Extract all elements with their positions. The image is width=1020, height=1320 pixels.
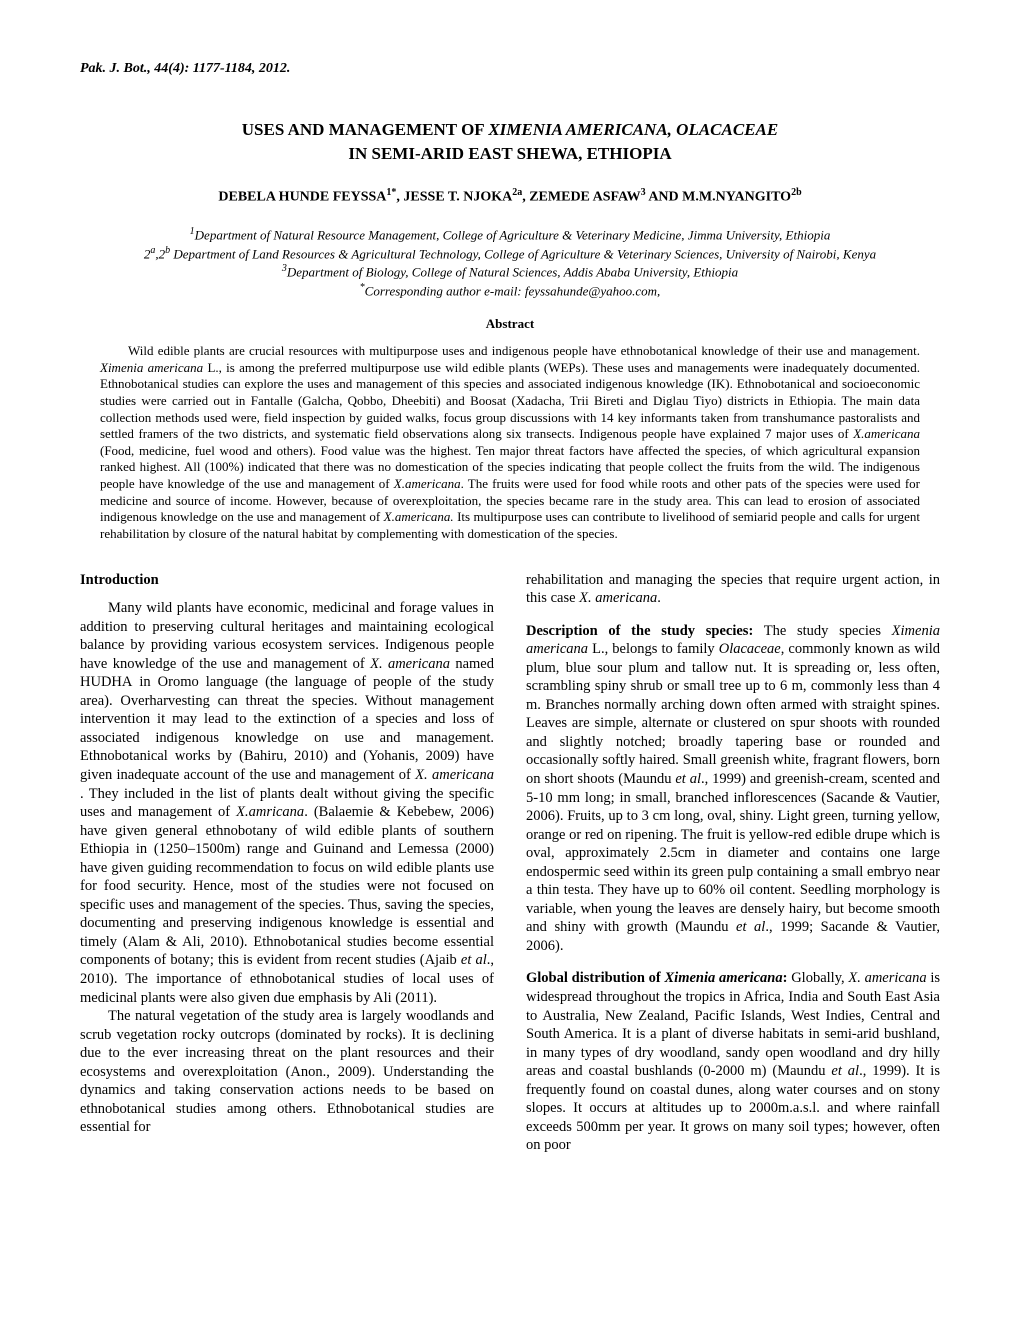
title-part2: IN SEMI-ARID EAST SHEWA, ETHIOPIA: [348, 144, 671, 163]
body-columns: Introduction Many wild plants have econo…: [80, 571, 940, 1155]
affiliation-2: 2a,2b Department of Land Resources & Agr…: [80, 244, 940, 263]
abstract-heading: Abstract: [80, 316, 940, 333]
intro-para-2: The natural vegetation of the study area…: [80, 1007, 494, 1137]
description-para: Description of the study species: The st…: [526, 622, 940, 956]
intro-para-1: Many wild plants have economic, medicina…: [80, 599, 494, 1007]
left-column: Introduction Many wild plants have econo…: [80, 571, 494, 1155]
abstract-text: Wild edible plants are crucial resources…: [100, 343, 920, 543]
affiliations-block: 1Department of Natural Resource Manageme…: [80, 225, 940, 301]
right-para-0: rehabilitation and managing the species …: [526, 571, 940, 608]
distribution-body: Globally, X. americana is widespread thr…: [526, 970, 940, 1153]
description-heading: Description of the study species:: [526, 623, 753, 639]
affiliation-1: 1Department of Natural Resource Manageme…: [80, 225, 940, 244]
description-body: The study species Ximenia americana L., …: [526, 623, 940, 954]
distribution-para: Global distribution of Ximenia americana…: [526, 969, 940, 1154]
introduction-heading: Introduction: [80, 571, 494, 590]
paper-title: USES AND MANAGEMENT OF XIMENIA AMERICANA…: [80, 118, 940, 166]
authors-line: DEBELA HUNDE FEYSSA1*, JESSE T. NJOKA2a,…: [80, 186, 940, 207]
distribution-heading-1: Global distribution of: [526, 970, 665, 986]
journal-citation: Pak. J. Bot., 44(4): 1177-1184, 2012.: [80, 60, 940, 78]
title-part1: USES AND MANAGEMENT OF: [242, 120, 489, 139]
corresponding-author: *Corresponding author e-mail: feyssahund…: [80, 281, 940, 300]
affiliation-3: 3Department of Biology, College of Natur…: [80, 262, 940, 281]
right-column: rehabilitation and managing the species …: [526, 571, 940, 1155]
distribution-heading-italic: Ximenia americana: [665, 970, 783, 986]
title-italic: XIMENIA AMERICANA, OLACACEAE: [488, 120, 778, 139]
